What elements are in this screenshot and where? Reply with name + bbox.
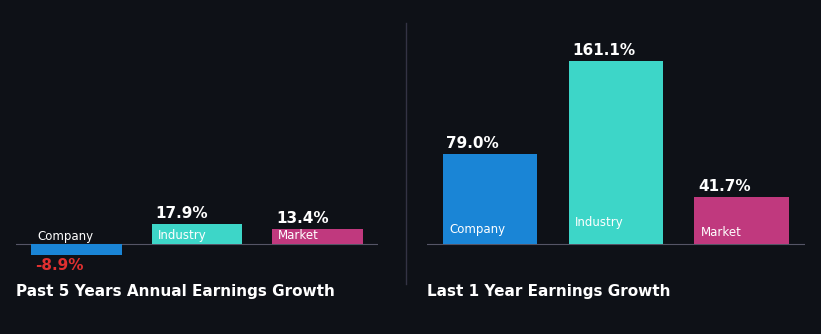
Bar (273, 229, 363, 244)
Bar (443, 154, 537, 244)
Text: 161.1%: 161.1% (572, 43, 635, 58)
Text: Industry: Industry (575, 215, 624, 228)
Text: 17.9%: 17.9% (155, 206, 208, 221)
Text: -8.9%: -8.9% (35, 258, 84, 273)
Text: Market: Market (278, 229, 319, 242)
Text: Industry: Industry (158, 228, 207, 241)
Bar (31, 244, 122, 255)
Text: Market: Market (701, 226, 741, 239)
Text: Company: Company (38, 230, 94, 243)
Text: Last 1 Year Earnings Growth: Last 1 Year Earnings Growth (427, 284, 671, 299)
Text: 79.0%: 79.0% (447, 137, 499, 152)
Bar (695, 197, 789, 244)
Bar (152, 224, 242, 244)
Text: Company: Company (449, 223, 505, 236)
Text: 41.7%: 41.7% (698, 179, 751, 194)
Text: 13.4%: 13.4% (276, 211, 328, 226)
Text: Past 5 Years Annual Earnings Growth: Past 5 Years Annual Earnings Growth (16, 284, 335, 299)
Bar (568, 61, 663, 244)
